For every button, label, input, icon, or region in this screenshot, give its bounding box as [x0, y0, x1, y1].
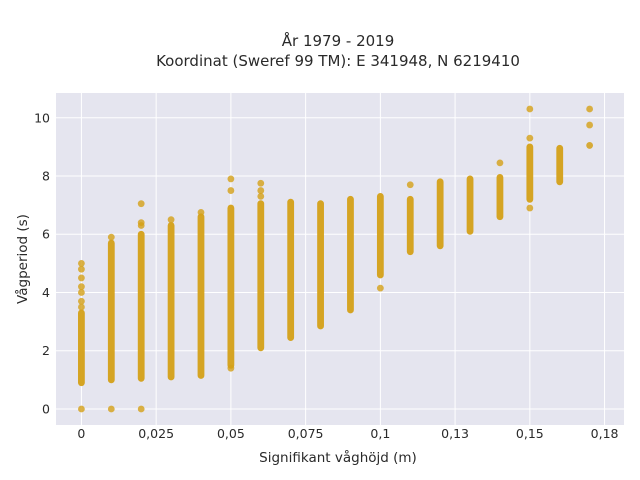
data-column	[167, 216, 175, 381]
data-point-cluster	[347, 195, 354, 314]
data-point	[257, 187, 265, 194]
data-point	[586, 121, 594, 129]
data-point	[526, 105, 534, 113]
data-column	[107, 233, 115, 413]
chart-title-line-2: Koordinat (Sweref 99 TM): E 341948, N 62…	[156, 52, 520, 70]
data-point-cluster	[287, 198, 295, 342]
y-axis-title: Vågperiod (s)	[14, 214, 31, 304]
data-point-cluster	[197, 213, 205, 379]
x-tick-label: 0,05	[217, 426, 245, 441]
y-tick-label: 10	[34, 110, 50, 125]
y-tick-label: 2	[42, 343, 50, 358]
data-point	[197, 209, 205, 216]
data-point	[586, 142, 594, 149]
x-tick-label: 0,15	[516, 426, 544, 441]
data-point	[526, 204, 534, 212]
data-column	[287, 198, 295, 342]
data-column	[78, 259, 85, 413]
data-point	[227, 187, 235, 194]
y-tick-label: 8	[42, 169, 50, 184]
data-point	[586, 105, 594, 113]
data-point	[78, 259, 85, 267]
data-point-cluster	[78, 309, 85, 387]
data-point-cluster	[137, 230, 145, 382]
data-point	[227, 175, 235, 183]
data-point	[526, 134, 534, 142]
data-column	[526, 105, 534, 212]
data-point-cluster	[556, 144, 564, 186]
data-point	[78, 265, 85, 273]
data-point	[78, 405, 85, 413]
data-point	[376, 284, 384, 292]
data-point-cluster	[406, 195, 414, 256]
data-point-cluster	[466, 175, 474, 235]
data-point	[496, 159, 504, 167]
data-point	[257, 179, 265, 187]
data-column	[137, 200, 145, 413]
data-point-cluster	[526, 143, 534, 203]
data-point	[137, 219, 145, 226]
x-tick-label: 0	[77, 426, 85, 441]
data-point	[406, 181, 414, 189]
data-column	[197, 209, 205, 379]
data-point	[107, 405, 115, 413]
y-axis-ticks: 0 2 4 6 8 10	[34, 110, 50, 416]
x-axis-ticks: 0 0,025 0,05 0,075 0,1 0,13 0,15 0,18	[77, 426, 618, 441]
data-column	[257, 179, 265, 352]
data-point-cluster	[496, 174, 504, 221]
data-point	[78, 303, 85, 311]
data-point-cluster	[436, 178, 444, 250]
data-column	[556, 144, 564, 186]
y-tick-label: 6	[42, 227, 50, 242]
x-tick-label: 0,13	[441, 426, 469, 441]
data-column	[406, 181, 414, 256]
data-point-cluster	[227, 204, 235, 369]
data-points	[78, 105, 594, 413]
data-point-cluster	[376, 192, 384, 279]
data-point	[257, 192, 265, 200]
data-column	[347, 195, 354, 314]
x-tick-label: 0,075	[288, 426, 324, 441]
data-point-cluster	[257, 200, 265, 352]
data-column	[586, 105, 594, 149]
data-point	[107, 233, 115, 241]
data-point	[167, 216, 175, 224]
chart-title-line-1: År 1979 - 2019	[282, 31, 395, 50]
x-axis-title: Signifikant våghöjd (m)	[259, 449, 417, 466]
data-column	[227, 175, 235, 372]
data-point	[78, 289, 85, 296]
x-tick-label: 0,025	[138, 426, 174, 441]
data-point	[78, 274, 85, 282]
data-point	[78, 283, 85, 291]
y-tick-label: 0	[42, 401, 50, 416]
data-column	[496, 159, 504, 221]
data-point-cluster	[107, 239, 115, 384]
data-point	[137, 200, 145, 208]
x-tick-label: 0,1	[370, 426, 390, 441]
y-tick-label: 4	[42, 285, 50, 300]
data-point-cluster	[167, 222, 175, 381]
data-point	[227, 364, 235, 372]
data-column	[466, 175, 474, 235]
data-column	[317, 200, 324, 330]
data-point-cluster	[317, 200, 324, 330]
data-column	[376, 192, 384, 292]
data-point	[137, 405, 145, 413]
data-column	[436, 178, 444, 250]
data-point	[78, 297, 85, 305]
x-tick-label: 0,18	[591, 426, 619, 441]
